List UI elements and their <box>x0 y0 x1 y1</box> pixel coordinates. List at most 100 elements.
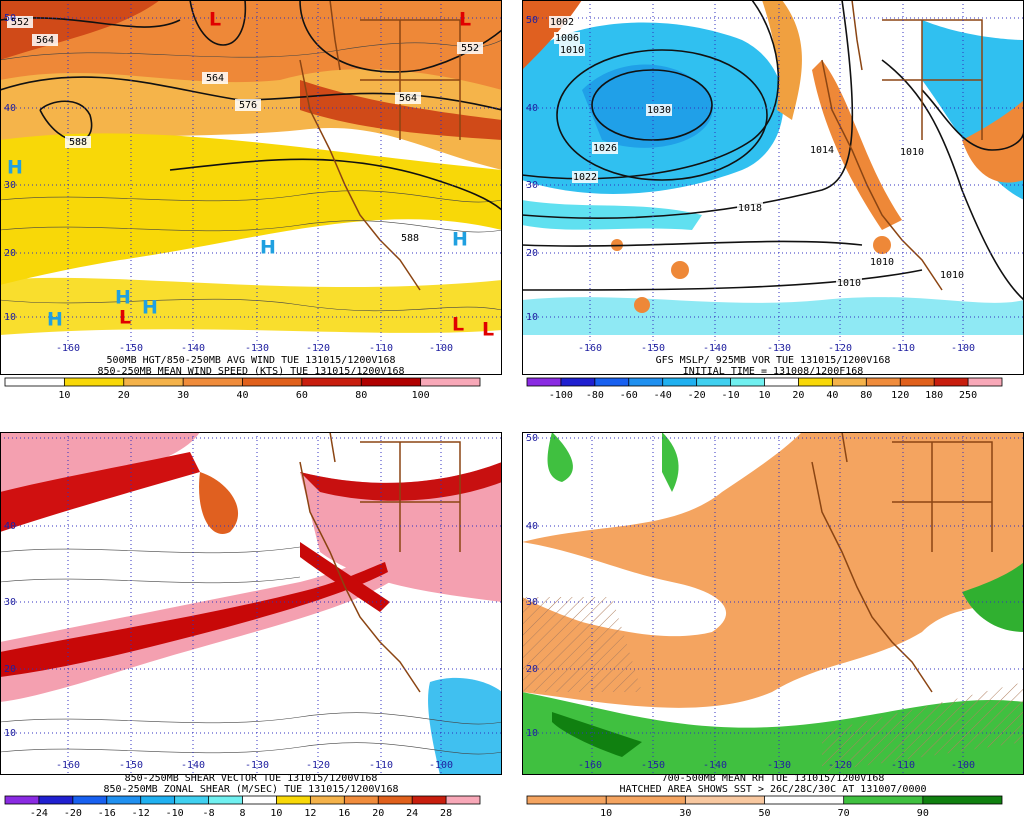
colorbar-label: -100 <box>549 390 573 401</box>
lat-label: 30 <box>526 597 538 608</box>
lon-label: -130 <box>767 760 791 771</box>
lat-label: 40 <box>526 521 538 532</box>
lon-label: -150 <box>641 760 665 771</box>
lat-label: 20 <box>526 248 538 259</box>
pressure-marker: L <box>119 307 131 329</box>
colorbar-label: -80 <box>586 390 604 401</box>
contour-label: 1010 <box>837 278 861 289</box>
contour-label: 1010 <box>940 270 964 281</box>
contour-label-bg <box>397 232 423 244</box>
lon-label: -110 <box>369 760 393 771</box>
caption: 850-250MB ZONAL SHEAR (M/SEC) TUE 131015… <box>103 784 398 795</box>
contour-label: 1014 <box>810 145 834 156</box>
colorbar-label: 8 <box>239 808 245 819</box>
colorbar-label: -10 <box>166 808 184 819</box>
caption: 500MB HGT/850-250MB AVG WIND TUE 131015/… <box>107 355 396 366</box>
contour-label: 1030 <box>647 105 671 116</box>
colorbar-label: 250 <box>959 390 977 401</box>
lat-label: 50 <box>4 13 16 24</box>
lon-label: -100 <box>429 760 453 771</box>
lat-label: 50 <box>526 15 538 26</box>
colorbar-segment <box>730 378 765 386</box>
lon-label: -130 <box>767 343 791 354</box>
contour-label: 1002 <box>550 17 574 28</box>
lon-label: -150 <box>119 760 143 771</box>
colorbar-label: 100 <box>412 390 430 401</box>
colorbar-segment <box>606 796 686 804</box>
colorbar-label: 24 <box>406 808 418 819</box>
pressure-marker: L <box>209 9 221 31</box>
contour-label-bg <box>457 42 483 54</box>
pressure-marker: H <box>142 297 158 319</box>
contour-label-bg <box>737 202 763 214</box>
colorbar-segment <box>72 796 107 804</box>
colorbar-segment <box>968 378 1002 386</box>
contour-label-bg <box>899 146 925 158</box>
contour-label: 564 <box>399 93 417 104</box>
colorbar-label: 30 <box>177 390 189 401</box>
lon-label: -100 <box>429 343 453 354</box>
lat-label: 10 <box>4 728 16 739</box>
colorbar-label: 10 <box>270 808 282 819</box>
colorbar-segment <box>628 378 663 386</box>
colorbar-label: 50 <box>758 808 770 819</box>
contour-label: 1018 <box>738 203 762 214</box>
colorbar-segment <box>310 796 345 804</box>
lat-label: 30 <box>526 180 538 191</box>
colorbar-label: 30 <box>679 808 691 819</box>
pressure-marker: H <box>115 287 131 309</box>
colorbar-segment <box>5 796 39 804</box>
colorbar-label: -20 <box>64 808 82 819</box>
contour-label-bg <box>32 34 58 46</box>
lon-label: -130 <box>245 343 269 354</box>
lon-label: -100 <box>951 343 975 354</box>
pressure-marker: H <box>452 229 468 251</box>
colorbar-label: 40 <box>236 390 248 401</box>
lon-label: -120 <box>306 760 330 771</box>
colorbar-segment <box>174 796 209 804</box>
contour-label-bg <box>549 16 575 28</box>
colorbar-segment <box>934 378 969 386</box>
colorbar-label: 90 <box>917 808 929 819</box>
caption: 850-250MB SHEAR VECTOR TUE 131015/1200V1… <box>125 773 378 784</box>
lat-label: 20 <box>526 664 538 675</box>
colorbar-label: 20 <box>792 390 804 401</box>
lon-label: -140 <box>181 343 205 354</box>
colorbar-label: 12 <box>304 808 316 819</box>
colorbar-label: 28 <box>440 808 452 819</box>
contour-label: 576 <box>239 100 257 111</box>
contour-label-bg <box>395 92 421 104</box>
colorbar-segment <box>527 378 561 386</box>
contour-label-bg <box>559 44 585 56</box>
colorbar-segment <box>208 796 243 804</box>
caption: 700-500MB MEAN RH TUE 131015/1200V168 <box>662 773 885 784</box>
colorbar-label: -8 <box>203 808 215 819</box>
contour-label-bg <box>554 32 580 44</box>
contour-label: 564 <box>206 73 224 84</box>
colorbar-segment <box>843 796 923 804</box>
contour-label-bg <box>869 256 895 268</box>
lat-label: 10 <box>526 312 538 323</box>
pressure-marker: H <box>260 237 276 259</box>
lon-label: -160 <box>578 760 602 771</box>
caption: INITIAL TIME = 131008/1200F168 <box>683 366 864 377</box>
lat-label: 40 <box>4 521 16 532</box>
colorbar-label: 20 <box>118 390 130 401</box>
colorbar-segment <box>764 378 799 386</box>
pressure-marker: H <box>7 157 23 179</box>
colorbar-segment <box>900 378 935 386</box>
lon-label: -120 <box>828 343 852 354</box>
lon-label: -140 <box>703 760 727 771</box>
lat-label: 40 <box>4 103 16 114</box>
lat-label: 10 <box>4 312 16 323</box>
contour-label: 1026 <box>593 143 617 154</box>
colorbar-segment <box>696 378 731 386</box>
lon-label: -120 <box>306 343 330 354</box>
colorbar-segment <box>361 378 421 386</box>
colorbar-label: 180 <box>925 390 943 401</box>
colorbar-segment <box>662 378 697 386</box>
lon-label: -160 <box>56 343 80 354</box>
colorbar-segment <box>38 796 73 804</box>
contour-label: 1010 <box>870 257 894 268</box>
